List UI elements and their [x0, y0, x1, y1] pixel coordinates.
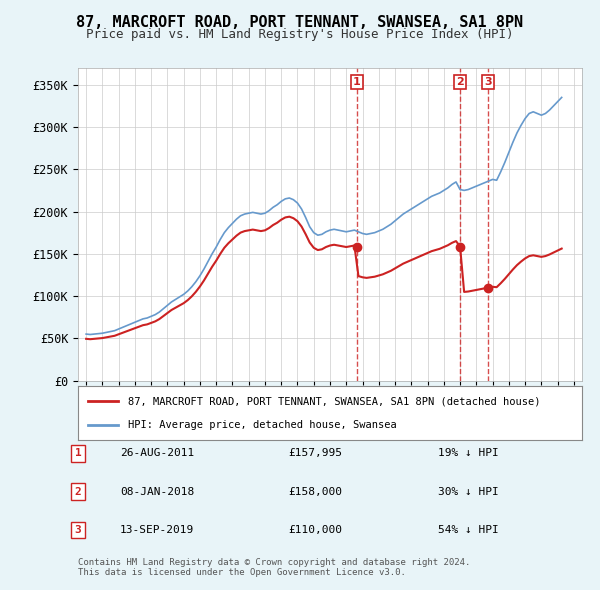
Text: 2: 2 [74, 487, 82, 497]
Text: 87, MARCROFT ROAD, PORT TENNANT, SWANSEA, SA1 8PN (detached house): 87, MARCROFT ROAD, PORT TENNANT, SWANSEA… [128, 396, 541, 407]
Text: 30% ↓ HPI: 30% ↓ HPI [438, 487, 499, 497]
Text: £158,000: £158,000 [288, 487, 342, 497]
Text: 2: 2 [457, 77, 464, 87]
Text: 26-AUG-2011: 26-AUG-2011 [120, 448, 194, 458]
Text: 3: 3 [74, 525, 82, 535]
Text: 19% ↓ HPI: 19% ↓ HPI [438, 448, 499, 458]
Text: HPI: Average price, detached house, Swansea: HPI: Average price, detached house, Swan… [128, 419, 397, 430]
Text: 08-JAN-2018: 08-JAN-2018 [120, 487, 194, 497]
Text: £110,000: £110,000 [288, 525, 342, 535]
Text: 54% ↓ HPI: 54% ↓ HPI [438, 525, 499, 535]
Text: Contains HM Land Registry data © Crown copyright and database right 2024.
This d: Contains HM Land Registry data © Crown c… [78, 558, 470, 577]
Text: 13-SEP-2019: 13-SEP-2019 [120, 525, 194, 535]
Text: 1: 1 [353, 77, 361, 87]
Text: £157,995: £157,995 [288, 448, 342, 458]
Text: 3: 3 [484, 77, 491, 87]
Text: 87, MARCROFT ROAD, PORT TENNANT, SWANSEA, SA1 8PN: 87, MARCROFT ROAD, PORT TENNANT, SWANSEA… [76, 15, 524, 30]
Text: Price paid vs. HM Land Registry's House Price Index (HPI): Price paid vs. HM Land Registry's House … [86, 28, 514, 41]
Text: 1: 1 [74, 448, 82, 458]
